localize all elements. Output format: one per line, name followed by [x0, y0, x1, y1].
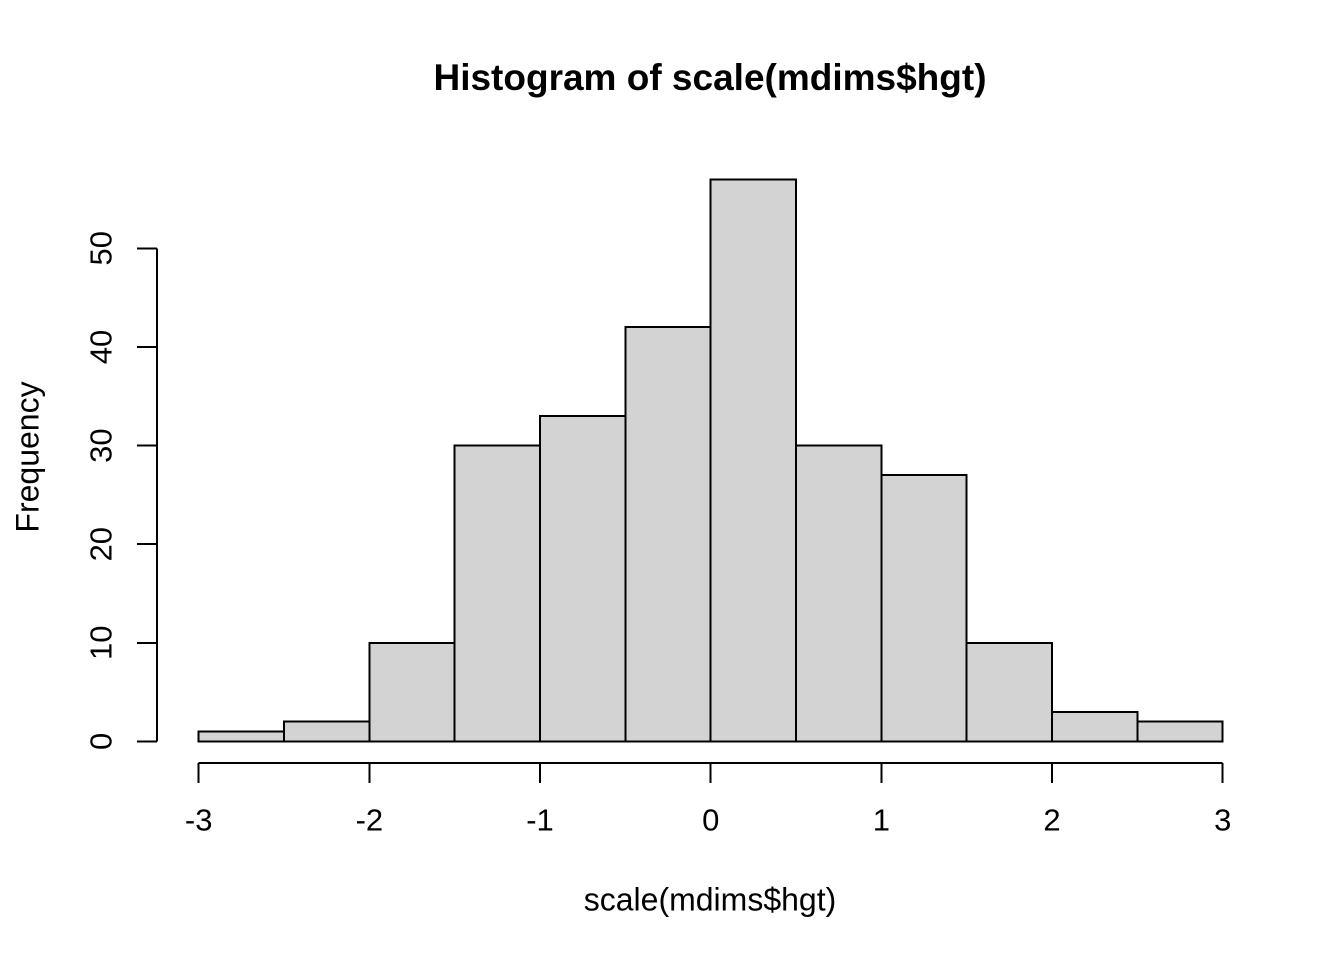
histogram-bar: [709, 178, 798, 743]
x-tick-label: 3: [1214, 803, 1231, 838]
histogram-bar: [795, 444, 883, 743]
x-tick-label: 2: [1043, 803, 1060, 838]
histogram-bar: [453, 444, 542, 743]
x-tick-label: -1: [526, 803, 554, 838]
chart-title: Histogram of scale(mdims$hgt): [433, 57, 987, 98]
y-tick-label: 30: [84, 428, 119, 462]
x-tick-label: 1: [873, 803, 890, 838]
histogram-bar: [368, 641, 456, 743]
histogram-bar: [283, 720, 371, 743]
x-tick-label: -2: [356, 803, 384, 838]
histogram-bar: [539, 415, 627, 743]
y-tick-label: 10: [84, 626, 119, 660]
x-tick-label: 0: [702, 803, 719, 838]
histogram-bar: [624, 326, 712, 743]
y-tick-label: 40: [84, 330, 119, 364]
histogram-bar: [1051, 710, 1139, 743]
histogram-bar: [965, 641, 1054, 743]
y-axis-label: Frequency: [9, 381, 46, 533]
histogram-bar: [880, 474, 968, 743]
x-tick-label: -3: [185, 803, 213, 838]
histogram-bar: [1136, 720, 1224, 743]
x-axis-label: scale(mdims$hgt): [583, 881, 837, 918]
y-tick-label: 0: [84, 733, 119, 750]
y-tick-label: 50: [84, 231, 119, 265]
y-tick-label: 20: [84, 527, 119, 561]
histogram-bar: [197, 730, 285, 743]
